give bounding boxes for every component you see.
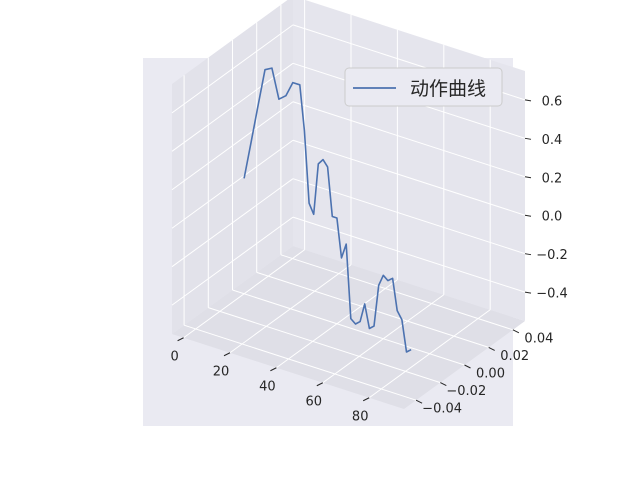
grid-line-z-side	[171, 62, 294, 152]
legend-box	[344, 67, 503, 107]
x-tick-label: 60	[306, 394, 323, 409]
y-tick-label: 0.02	[500, 349, 529, 364]
grid-line-y-floor	[183, 324, 417, 401]
x-tick-mark	[270, 367, 277, 372]
x-tick-label: 80	[352, 409, 369, 424]
series-layer	[243, 67, 412, 353]
grid-line-z-back	[292, 101, 526, 178]
grid-line-y-floor	[256, 271, 489, 348]
z-tick-mark	[524, 99, 532, 102]
grid-line-z-side	[171, 101, 294, 191]
z-tick-mark	[524, 176, 532, 179]
axis-ticks	[177, 99, 532, 404]
y-tick-mark	[488, 346, 495, 351]
legend[interactable]: 动作曲线	[344, 67, 503, 107]
grid-line-y-floor	[280, 254, 514, 331]
y-tick-label: −0.02	[446, 384, 486, 399]
x-tick-mark	[316, 382, 324, 387]
z-tick-label: 0.4	[542, 133, 563, 148]
grid-line-z-back	[292, 139, 526, 216]
x-tick-mark	[223, 352, 231, 357]
x-tick-mark	[362, 397, 370, 402]
z-tick-label: 0.6	[542, 94, 563, 109]
z-tick-label: −0.4	[536, 287, 568, 302]
y-tick-label: 0.00	[476, 367, 505, 382]
tick-labels: 0 20 40 60 80 −0.04 −0.02 0.00 0.02 0.04 −0.4 −0.2 0…	[170, 94, 567, 424]
grid-line-y-floor	[208, 307, 441, 384]
y-tick-label: −0.04	[422, 402, 462, 417]
y-tick-mark	[415, 399, 423, 404]
y-tick-mark	[440, 382, 447, 387]
y-tick-mark	[464, 364, 471, 369]
x-tick-label: 0	[170, 349, 178, 364]
z-tick-mark	[524, 214, 532, 217]
series-line	[243, 67, 412, 353]
grid-line-z-back	[292, 178, 526, 255]
z-tick-mark	[524, 291, 532, 294]
grid-line-y-floor	[232, 289, 465, 366]
grid-line-z-back	[292, 216, 526, 293]
x-tick-label: 20	[213, 364, 230, 379]
x-tick-mark	[177, 337, 184, 342]
z-tick-label: −0.2	[536, 248, 568, 263]
x-tick-label: 40	[259, 379, 276, 394]
grid-line-z-side	[171, 178, 294, 268]
grid-line-z-side	[171, 24, 294, 114]
z-tick-label: 0.2	[542, 171, 563, 186]
z-tick-label: 0.0	[542, 210, 563, 225]
z-tick-mark	[524, 253, 532, 256]
z-tick-mark	[524, 137, 532, 140]
grid-line-z-side	[171, 216, 294, 306]
grid-line-z-side	[171, 139, 294, 229]
y-tick-label: 0.04	[524, 331, 553, 346]
y-tick-mark	[512, 329, 520, 334]
axis-panes	[172, 0, 525, 409]
legend-label: 动作曲线	[410, 78, 486, 100]
